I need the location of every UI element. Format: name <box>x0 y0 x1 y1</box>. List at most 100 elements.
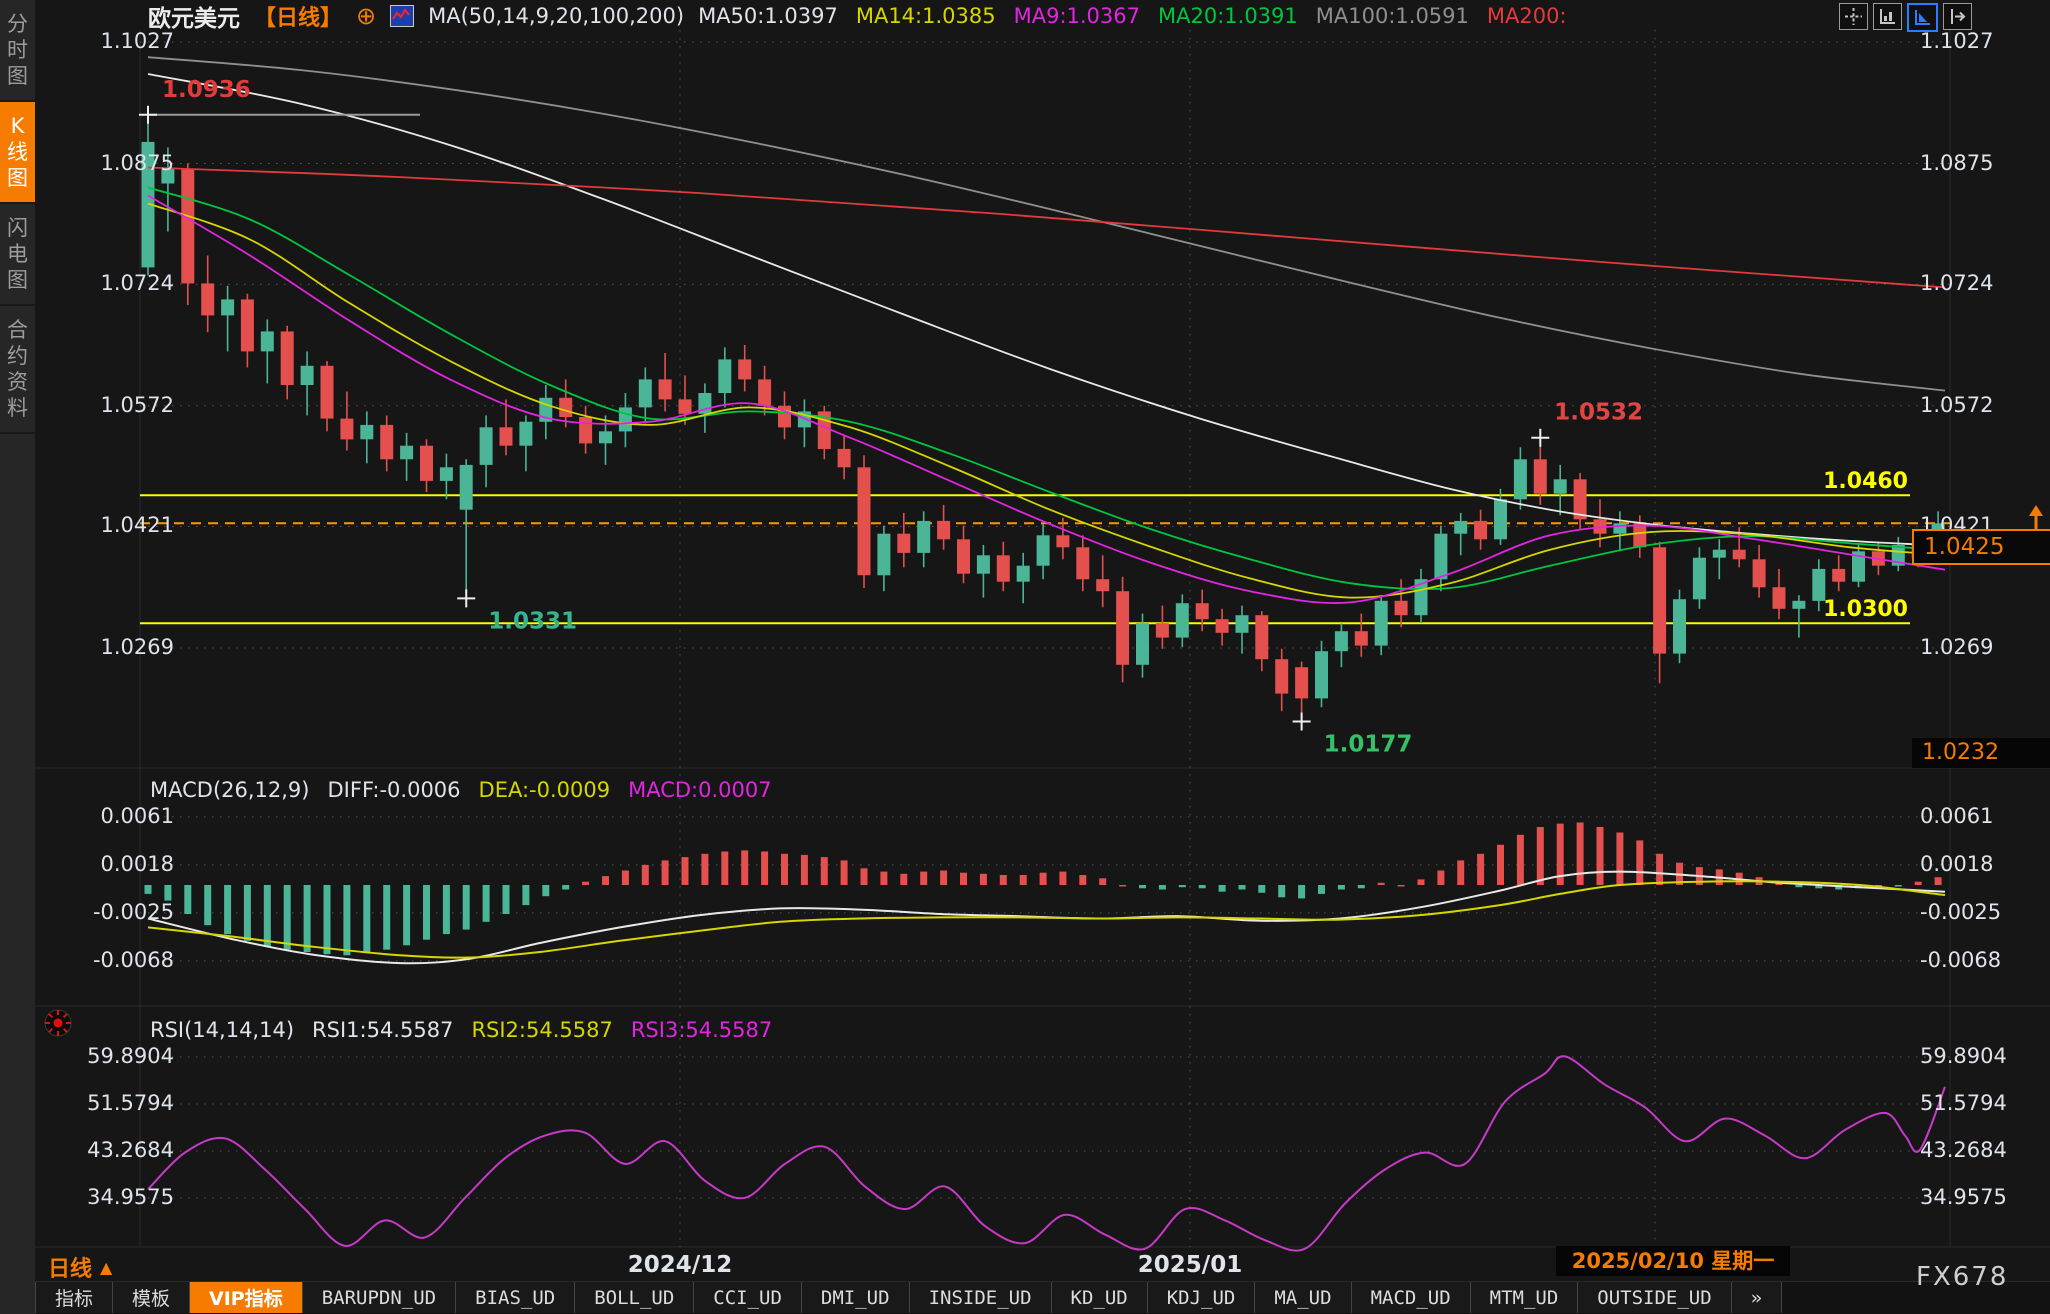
ma-value-5: MA100:1.0591 <box>1315 4 1469 28</box>
shift-right-icon[interactable] <box>1943 3 1972 30</box>
price-tick-right: 1.0572 <box>1920 392 1994 417</box>
ma-value-3: MA9:1.0367 <box>1013 4 1140 28</box>
cursor-date-label: 2025/02/10 星期一 <box>1556 1246 1790 1276</box>
indicator-tab-[interactable]: » <box>1731 1282 1783 1313</box>
sidebar-tab-char: 时 <box>7 38 28 62</box>
indicator-tab-boll_ud[interactable]: BOLL_UD <box>575 1282 695 1313</box>
sidebar-tab-char: 料 <box>7 396 28 420</box>
ma-values: MA50:1.0397 MA14:1.0385 MA9:1.0367 MA20:1.0… <box>698 4 1566 28</box>
period-arrow-icon: ▲ <box>100 1257 113 1277</box>
indicator-tab-macd_ud[interactable]: MACD_UD <box>1351 1282 1471 1313</box>
rsi-header-item-2: RSI1:54.5587 <box>312 1018 454 1042</box>
ma14-line <box>147 202 1946 599</box>
indicator-tab-outside_ud[interactable]: OUTSIDE_UD <box>1578 1282 1732 1313</box>
x-axis-label-2: 2025/01 <box>1137 1252 1243 1278</box>
annotation-1.0331: 1.0331 <box>488 608 577 634</box>
macd-tick-left: 0.0018 <box>100 851 174 876</box>
macd-dea-line <box>147 880 1946 959</box>
watermark: FX678 <box>1916 1262 2009 1292</box>
price-tick-right: 1.0724 <box>1920 271 1994 296</box>
price-tick-left: 1.0724 <box>100 271 174 296</box>
indicator-tab-mtm_ud[interactable]: MTM_UD <box>1470 1282 1579 1313</box>
indicator-tab-[interactable]: 指标 <box>35 1282 114 1313</box>
price-tick-left: 1.0875 <box>100 150 174 175</box>
sidebar-tab-char: 约 <box>7 344 28 368</box>
move-icon[interactable] <box>1839 3 1868 30</box>
ma20-line <box>147 186 1946 591</box>
indicator-tab-cci_ud[interactable]: CCI_UD <box>694 1282 802 1313</box>
axis-chart-icon[interactable] <box>1873 3 1902 30</box>
indicator-tab-barupdn_ud[interactable]: BARUPDN_UD <box>302 1282 457 1313</box>
rsi-tick-left: 51.5794 <box>87 1091 174 1115</box>
x-axis-label-1: 2024/12 <box>627 1252 733 1278</box>
price-cross-marker <box>139 105 157 124</box>
price-tick-left: 1.0269 <box>100 634 174 659</box>
sidebar-tab-char: 分 <box>7 12 28 36</box>
rsi-tick-right: 43.2684 <box>1920 1138 2007 1163</box>
mini-chart-icon[interactable] <box>390 5 415 27</box>
sidebar-tab-3[interactable]: 闪电图 <box>0 204 35 306</box>
macd-header-item-4: MACD:0.0007 <box>628 778 772 802</box>
rsi-tick-right: 59.8904 <box>1920 1044 2007 1068</box>
sidebar-tab-char: K <box>10 114 25 138</box>
timeframe-tag: 【日线】 <box>254 6 343 31</box>
macd-tick-right: -0.0025 <box>1920 899 2002 924</box>
rsi-tick-left: 34.9575 <box>87 1185 174 1210</box>
rsi-header-item-1: RSI(14,14,14) <box>150 1018 295 1042</box>
macd-header-item-1: MACD(26,12,9) <box>150 778 310 802</box>
macd-tick-right: -0.0068 <box>1920 947 2002 972</box>
ma-settings-label: MA(50,14,9,20,100,200) <box>428 4 685 28</box>
rsi-header: RSI(14,14,14) RSI1:54.5587 RSI2:54.5587 RSI… <box>150 1018 772 1042</box>
sidebar-tab-char: 合 <box>7 318 28 342</box>
macd-tick-right: 0.0061 <box>1920 803 1994 828</box>
indicator-tab-bar: 指标 模板 VIP指标 BARUPDN_UD BIAS_UD BOLL_UD CCI_UD D… <box>35 1281 2050 1314</box>
annotation-1.0936: 1.0936 <box>162 77 251 103</box>
sidebar-tab-char: 图 <box>7 166 28 190</box>
ma-value-1: MA50:1.0397 <box>698 4 838 28</box>
level-label-1.0300: 1.0300 <box>1823 597 1908 623</box>
price-cross-marker <box>1531 428 1550 447</box>
rsi-tick-left: 59.8904 <box>87 1044 174 1068</box>
ma-value-2: MA14:1.0385 <box>855 4 996 28</box>
indicator-tab-bias_ud[interactable]: BIAS_UD <box>456 1282 576 1313</box>
period-label: 日线 <box>48 1257 93 1282</box>
chart-header: 欧元美元 【日线】 ⊕ MA(50,14,9,20,100,200) MA50:… <box>148 2 1567 32</box>
indicator-tab-inside_ud[interactable]: INSIDE_UD <box>909 1282 1052 1313</box>
price-tick-right: 1.1027 <box>1920 29 1994 53</box>
sidebar-tab-char: 图 <box>7 268 28 292</box>
indicator-tab-kdj_ud[interactable]: KDJ_UD <box>1147 1282 1256 1313</box>
indicator-tab-[interactable]: 模板 <box>113 1282 191 1313</box>
sidebar-tab-1[interactable]: 分时图 <box>0 0 35 102</box>
macd-tick-left: -0.0025 <box>92 899 174 924</box>
price-arrow-marker <box>2029 505 2043 529</box>
add-indicator-icon[interactable]: ⊕ <box>356 2 377 30</box>
indicator-tab-kd_ud[interactable]: KD_UD <box>1051 1282 1148 1313</box>
ma-value-6: MA200: <box>1486 4 1567 28</box>
price-tick-right: 1.0875 <box>1920 150 1994 175</box>
indicator-tab-vip[interactable]: VIP指标 <box>190 1282 303 1313</box>
price-tick-left: 1.0421 <box>100 513 174 538</box>
indicator-tab-dmi_ud[interactable]: DMI_UD <box>801 1282 910 1313</box>
indicator-tab-ma_ud[interactable]: MA_UD <box>1255 1282 1352 1313</box>
rsi-line <box>147 1055 1946 1252</box>
macd-tick-left: 0.0061 <box>100 803 174 828</box>
period-selector[interactable]: 日线 ▲ <box>48 1251 112 1283</box>
annotation-1.0177: 1.0177 <box>1324 732 1413 758</box>
annotation-1.0532: 1.0532 <box>1554 400 1643 426</box>
price-tick-right: 1.0269 <box>1920 634 1994 659</box>
rsi-header-item-4: RSI3:54.5587 <box>630 1018 773 1042</box>
rsi-tick-right: 34.9575 <box>1920 1185 2007 1210</box>
axis-chart-active-icon[interactable] <box>1907 3 1938 32</box>
alarm-icon[interactable] <box>44 1009 72 1037</box>
ma-value-4: MA20:1.0391 <box>1158 4 1298 28</box>
price-cross-marker <box>457 589 476 608</box>
current-price-badge: 1.0425 <box>1912 529 2050 566</box>
price-tick-left: 1.1027 <box>100 29 174 53</box>
sidebar-tab-4[interactable]: 合约资料 <box>0 306 35 434</box>
low-price-badge: 1.0232 <box>1912 737 2050 768</box>
symbol-title: 欧元美元 <box>148 6 240 32</box>
